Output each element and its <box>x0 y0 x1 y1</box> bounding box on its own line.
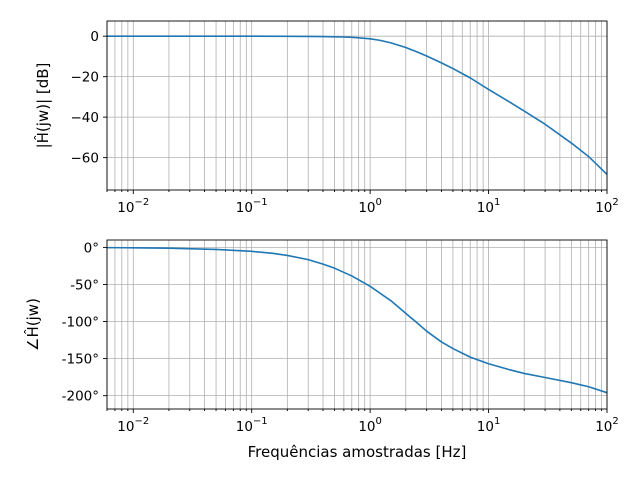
x-axis-label: Frequências amostradas [Hz] <box>248 443 467 461</box>
x-tick-label: 102 <box>595 416 619 435</box>
magnitude-plot: 10−2 10−1 100 101 102 0 −20 −40 −60 |Ĥ(jw)| [dB] <box>33 20 619 216</box>
x-tick-label: 100 <box>358 197 382 216</box>
y-tick-label: 0 <box>90 29 99 45</box>
plot-frame <box>106 20 608 191</box>
x-tick-label: 101 <box>477 197 501 216</box>
y-axis-label: |Ĥ(jw)| [dB] <box>33 63 52 149</box>
series-line <box>107 35 608 175</box>
series-line <box>106 246 608 394</box>
y-tick-label: -100° <box>62 315 99 331</box>
x-tick-label: 100 <box>358 416 382 435</box>
x-tick-label: 10−2 <box>117 416 149 435</box>
grid-lines <box>103 240 608 413</box>
y-tick-label: -50° <box>70 277 99 293</box>
y-tick-label: −60 <box>71 151 100 167</box>
y-axis-label: ∠Ĥ(jw) <box>23 298 42 351</box>
x-tick-label: 101 <box>477 416 501 435</box>
x-tick-label: 10−1 <box>236 197 268 216</box>
plot-frame <box>106 239 608 410</box>
phase-plot: 10−2 10−1 100 101 102 0° -50° -100° -150° -200° ∠Ĥ… <box>23 239 619 461</box>
x-tick-label: 10−2 <box>117 197 149 216</box>
y-tick-label: −20 <box>71 70 100 86</box>
x-tick-label: 102 <box>595 197 619 216</box>
y-tick-label: −40 <box>71 110 100 126</box>
y-tick-label: 0° <box>84 240 99 256</box>
y-tick-label: -150° <box>62 352 99 368</box>
y-tick-label: -200° <box>62 389 99 405</box>
x-tick-label: 10−1 <box>236 416 268 435</box>
grid-lines <box>103 21 608 194</box>
